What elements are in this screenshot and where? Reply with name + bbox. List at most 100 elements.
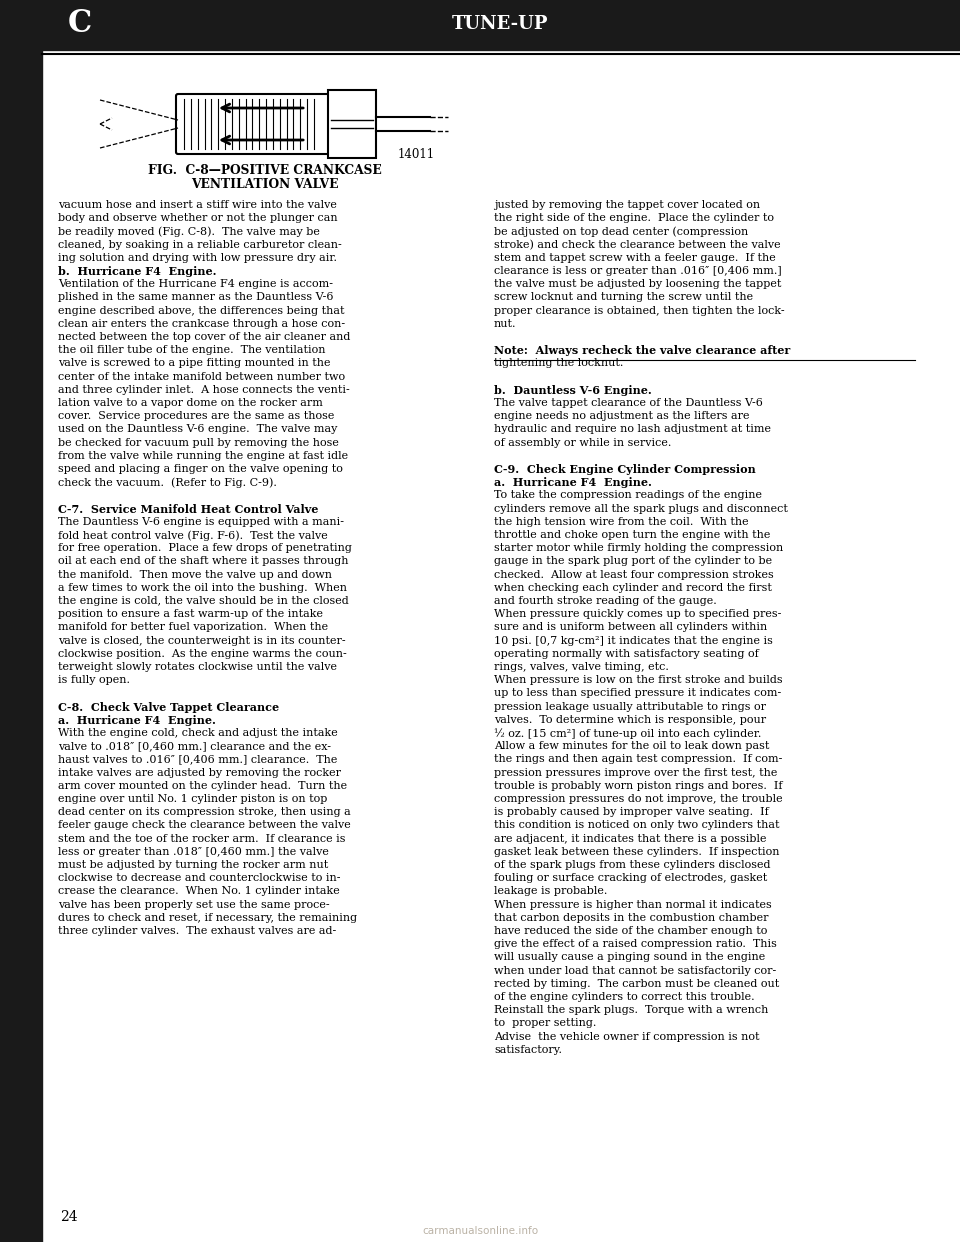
Text: lation valve to a vapor dome on the rocker arm: lation valve to a vapor dome on the rock… — [58, 397, 323, 409]
Text: C: C — [68, 9, 92, 40]
Text: dead center on its compression stroke, then using a: dead center on its compression stroke, t… — [58, 807, 350, 817]
Text: manifold for better fuel vaporization.  When the: manifold for better fuel vaporization. W… — [58, 622, 328, 632]
Text: b.  Dauntless V-6 Engine.: b. Dauntless V-6 Engine. — [494, 385, 652, 396]
Text: C-9.  Check Engine Cylinder Compression: C-9. Check Engine Cylinder Compression — [494, 465, 756, 474]
Text: arm cover mounted on the cylinder head.  Turn the: arm cover mounted on the cylinder head. … — [58, 781, 348, 791]
Text: fold heat control valve (Fig. F-6).  Test the valve: fold heat control valve (Fig. F-6). Test… — [58, 530, 327, 540]
Text: valve is screwed to a pipe fitting mounted in the: valve is screwed to a pipe fitting mount… — [58, 359, 330, 369]
Text: of the spark plugs from these cylinders disclosed: of the spark plugs from these cylinders … — [494, 859, 771, 869]
Text: up to less than specified pressure it indicates com-: up to less than specified pressure it in… — [494, 688, 781, 698]
Text: will usually cause a pinging sound in the engine: will usually cause a pinging sound in th… — [494, 953, 765, 963]
Text: screw locknut and turning the screw until the: screw locknut and turning the screw unti… — [494, 292, 754, 302]
Text: ½ oz. [15 cm²] of tune-up oil into each cylinder.: ½ oz. [15 cm²] of tune-up oil into each … — [494, 728, 761, 739]
Text: engine over until No. 1 cylinder piston is on top: engine over until No. 1 cylinder piston … — [58, 794, 327, 804]
Text: is probably caused by improper valve seating.  If: is probably caused by improper valve sea… — [494, 807, 769, 817]
Text: When pressure quickly comes up to specified pres-: When pressure quickly comes up to specif… — [494, 609, 781, 620]
Text: Note:  Always recheck the valve clearance after: Note: Always recheck the valve clearance… — [494, 345, 790, 356]
Text: clockwise to decrease and counterclockwise to in-: clockwise to decrease and counterclockwi… — [58, 873, 341, 883]
Text: a few times to work the oil into the bushing.  When: a few times to work the oil into the bus… — [58, 582, 347, 592]
Text: tightening the locknut.: tightening the locknut. — [494, 359, 623, 369]
Text: gasket leak between these cylinders.  If inspection: gasket leak between these cylinders. If … — [494, 847, 780, 857]
Text: intake valves are adjusted by removing the rocker: intake valves are adjusted by removing t… — [58, 768, 341, 777]
Text: this condition is noticed on only two cylinders that: this condition is noticed on only two cy… — [494, 821, 780, 831]
Text: to  proper setting.: to proper setting. — [494, 1018, 596, 1028]
Text: Allow a few minutes for the oil to leak down past: Allow a few minutes for the oil to leak … — [494, 741, 769, 751]
Text: When pressure is low on the first stroke and builds: When pressure is low on the first stroke… — [494, 676, 782, 686]
Text: pression leakage usually attributable to rings or: pression leakage usually attributable to… — [494, 702, 766, 712]
Text: and three cylinder inlet.  A hose connects the venti-: and three cylinder inlet. A hose connect… — [58, 385, 349, 395]
Text: pression pressures improve over the first test, the: pression pressures improve over the firs… — [494, 768, 778, 777]
Text: trouble is probably worn piston rings and bores.  If: trouble is probably worn piston rings an… — [494, 781, 782, 791]
Text: justed by removing the tappet cover located on: justed by removing the tappet cover loca… — [494, 200, 760, 210]
Text: nut.: nut. — [494, 319, 516, 329]
Text: carmanualsonline.info: carmanualsonline.info — [422, 1226, 538, 1236]
Text: leakage is probable.: leakage is probable. — [494, 887, 608, 897]
Text: plished in the same manner as the Dauntless V-6: plished in the same manner as the Dauntl… — [58, 292, 333, 302]
Text: a.  Hurricane F4  Engine.: a. Hurricane F4 Engine. — [58, 715, 216, 725]
Text: dures to check and reset, if necessary, the remaining: dures to check and reset, if necessary, … — [58, 913, 357, 923]
Text: engine described above, the differences being that: engine described above, the differences … — [58, 306, 345, 315]
Text: b.  Hurricane F4  Engine.: b. Hurricane F4 Engine. — [58, 266, 217, 277]
Text: C-7.  Service Manifold Heat Control Valve: C-7. Service Manifold Heat Control Valve — [58, 503, 319, 514]
Text: satisfactory.: satisfactory. — [494, 1045, 562, 1054]
Text: be adjusted on top dead center (compression: be adjusted on top dead center (compress… — [494, 226, 748, 237]
Text: valves.  To determine which is responsible, pour: valves. To determine which is responsibl… — [494, 715, 766, 725]
Text: cylinders remove all the spark plugs and disconnect: cylinders remove all the spark plugs and… — [494, 503, 788, 514]
Text: 10 psi. [0,7 kg-cm²] it indicates that the engine is: 10 psi. [0,7 kg-cm²] it indicates that t… — [494, 636, 773, 646]
Text: valve is closed, the counterweight is in its counter-: valve is closed, the counterweight is in… — [58, 636, 346, 646]
Text: rected by timing.  The carbon must be cleaned out: rected by timing. The carbon must be cle… — [494, 979, 780, 989]
Text: the valve must be adjusted by loosening the tappet: the valve must be adjusted by loosening … — [494, 279, 781, 289]
Text: 24: 24 — [60, 1210, 78, 1225]
Text: check the vacuum.  (Refer to Fig. C-9).: check the vacuum. (Refer to Fig. C-9). — [58, 477, 276, 488]
Text: when checking each cylinder and record the first: when checking each cylinder and record t… — [494, 582, 772, 592]
Text: give the effect of a raised compression ratio.  This: give the effect of a raised compression … — [494, 939, 777, 949]
Text: Reinstall the spark plugs.  Torque with a wrench: Reinstall the spark plugs. Torque with a… — [494, 1005, 768, 1015]
Text: throttle and choke open turn the engine with the: throttle and choke open turn the engine … — [494, 530, 770, 540]
Text: TUNE-UP: TUNE-UP — [452, 15, 548, 34]
Text: operating normally with satisfactory seating of: operating normally with satisfactory sea… — [494, 648, 758, 658]
Text: the high tension wire from the coil.  With the: the high tension wire from the coil. Wit… — [494, 517, 749, 527]
Text: the rings and then again test compression.  If com-: the rings and then again test compressio… — [494, 754, 782, 764]
FancyBboxPatch shape — [176, 94, 338, 154]
Text: clean air enters the crankcase through a hose con-: clean air enters the crankcase through a… — [58, 319, 346, 329]
Text: three cylinder valves.  The exhaust valves are ad-: three cylinder valves. The exhaust valve… — [58, 927, 336, 936]
Bar — [328, 89, 376, 158]
Text: haust valves to .016″ [0,406 mm.] clearance.  The: haust valves to .016″ [0,406 mm.] cleara… — [58, 754, 337, 764]
Bar — [0, 0, 960, 50]
Text: gauge in the spark plug port of the cylinder to be: gauge in the spark plug port of the cyli… — [494, 556, 772, 566]
Text: and fourth stroke reading of the gauge.: and fourth stroke reading of the gauge. — [494, 596, 717, 606]
Text: crease the clearance.  When No. 1 cylinder intake: crease the clearance. When No. 1 cylinde… — [58, 887, 340, 897]
Text: from the valve while running the engine at fast idle: from the valve while running the engine … — [58, 451, 348, 461]
Text: position to ensure a fast warm-up of the intake: position to ensure a fast warm-up of the… — [58, 609, 323, 620]
Text: the oil filler tube of the engine.  The ventilation: the oil filler tube of the engine. The v… — [58, 345, 325, 355]
Text: must be adjusted by turning the rocker arm nut: must be adjusted by turning the rocker a… — [58, 859, 328, 869]
Text: of assembly or while in service.: of assembly or while in service. — [494, 437, 671, 447]
Text: of the engine cylinders to correct this trouble.: of the engine cylinders to correct this … — [494, 992, 755, 1002]
Bar — [0, 0, 42, 1242]
Text: stroke) and check the clearance between the valve: stroke) and check the clearance between … — [494, 240, 780, 250]
Text: the right side of the engine.  Place the cylinder to: the right side of the engine. Place the … — [494, 214, 774, 224]
Text: when under load that cannot be satisfactorily cor-: when under load that cannot be satisfact… — [494, 965, 777, 976]
Text: rings, valves, valve timing, etc.: rings, valves, valve timing, etc. — [494, 662, 669, 672]
Text: 14011: 14011 — [397, 148, 435, 161]
Text: be checked for vacuum pull by removing the hose: be checked for vacuum pull by removing t… — [58, 437, 339, 447]
Text: are adjacent, it indicates that there is a possible: are adjacent, it indicates that there is… — [494, 833, 766, 843]
Text: cleaned, by soaking in a reliable carburetor clean-: cleaned, by soaking in a reliable carbur… — [58, 240, 342, 250]
Text: vacuum hose and insert a stiff wire into the valve: vacuum hose and insert a stiff wire into… — [58, 200, 337, 210]
Text: sure and is uniform between all cylinders within: sure and is uniform between all cylinder… — [494, 622, 767, 632]
Text: be readily moved (Fig. C-8).  The valve may be: be readily moved (Fig. C-8). The valve m… — [58, 226, 320, 237]
Text: terweight slowly rotates clockwise until the valve: terweight slowly rotates clockwise until… — [58, 662, 337, 672]
Text: used on the Dauntless V-6 engine.  The valve may: used on the Dauntless V-6 engine. The va… — [58, 425, 337, 435]
Text: When pressure is higher than normal it indicates: When pressure is higher than normal it i… — [494, 899, 772, 909]
Text: clockwise position.  As the engine warms the coun-: clockwise position. As the engine warms … — [58, 648, 347, 658]
Text: The Dauntless V-6 engine is equipped with a mani-: The Dauntless V-6 engine is equipped wit… — [58, 517, 344, 527]
Text: nected between the top cover of the air cleaner and: nected between the top cover of the air … — [58, 332, 350, 342]
Text: checked.  Allow at least four compression strokes: checked. Allow at least four compression… — [494, 570, 774, 580]
Text: clearance is less or greater than .016″ [0,406 mm.]: clearance is less or greater than .016″ … — [494, 266, 781, 276]
Text: stem and the toe of the rocker arm.  If clearance is: stem and the toe of the rocker arm. If c… — [58, 833, 346, 843]
Text: Ventilation of the Hurricane F4 engine is accom-: Ventilation of the Hurricane F4 engine i… — [58, 279, 333, 289]
Text: proper clearance is obtained, then tighten the lock-: proper clearance is obtained, then tight… — [494, 306, 784, 315]
Text: oil at each end of the shaft where it passes through: oil at each end of the shaft where it pa… — [58, 556, 348, 566]
Text: Advise  the vehicle owner if compression is not: Advise the vehicle owner if compression … — [494, 1032, 759, 1042]
Text: The valve tappet clearance of the Dauntless V-6: The valve tappet clearance of the Dauntl… — [494, 397, 763, 409]
